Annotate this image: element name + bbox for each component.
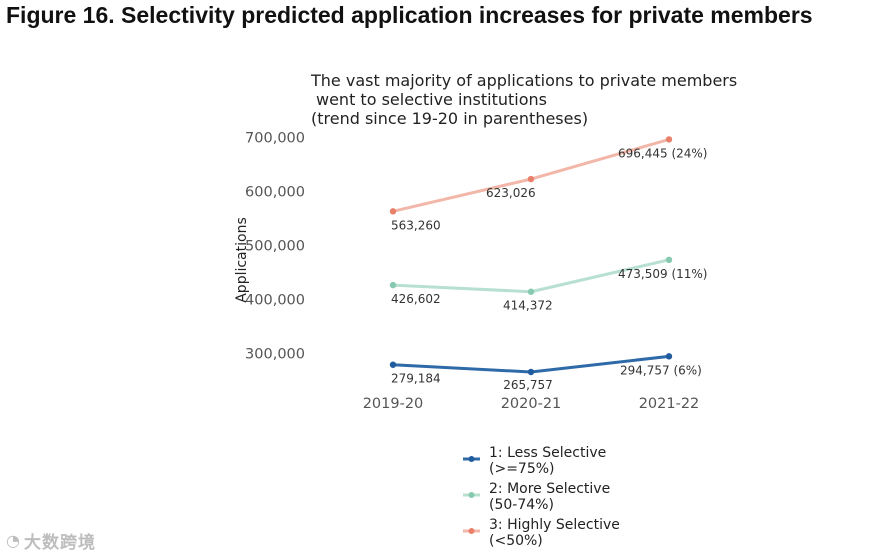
watermark-text: 大数跨境 xyxy=(23,533,96,553)
data-point xyxy=(665,353,673,360)
y-tick-label: 500,000 xyxy=(245,239,305,255)
logo-icon: ◔ xyxy=(6,531,20,550)
data-label: 294,757 (6%) xyxy=(620,363,702,377)
x-axis: 2019-20 2020-21 2021-22 xyxy=(363,396,700,412)
legend-label: (50-74%) xyxy=(489,497,554,513)
data-label: 414,372 xyxy=(503,299,553,313)
y-tick-label: 700,000 xyxy=(245,131,305,147)
data-point xyxy=(665,136,673,143)
legend-label: 3: Highly Selective xyxy=(489,517,620,533)
y-axis-label: Applications xyxy=(234,217,250,303)
legend-swatch-point xyxy=(468,528,475,534)
data-point xyxy=(665,256,673,264)
data-label: 265,757 xyxy=(503,378,553,392)
data-point xyxy=(389,361,397,368)
legend-label: (>=75%) xyxy=(489,461,555,477)
chart-subtitle-line: went to selective institutions xyxy=(316,90,547,109)
chart-legend: 1: Less Selective(>=75%) 2: More Selectiv… xyxy=(463,445,620,549)
y-tick-label: 400,000 xyxy=(245,293,305,309)
x-tick-label: 2021-22 xyxy=(639,396,700,412)
data-point xyxy=(389,281,397,289)
legend-swatch-point xyxy=(468,456,475,462)
x-tick-label: 2019-20 xyxy=(363,396,424,412)
data-label: 623,026 xyxy=(486,186,536,200)
series-lines xyxy=(392,137,670,374)
data-label: 473,509 (11%) xyxy=(618,267,707,281)
data-label: 426,602 xyxy=(391,292,441,306)
data-point xyxy=(527,288,535,295)
data-point xyxy=(527,368,535,376)
y-tick-label: 600,000 xyxy=(245,185,305,201)
legend-label: (<50%) xyxy=(489,533,543,549)
chart-subtitle-line: (trend since 19-20 in parentheses) xyxy=(311,109,588,128)
data-labels: 279,184 265,757 294,757 (6%) 426,602 414,372… xyxy=(391,146,707,392)
data-label: 696,445 (24%) xyxy=(618,146,707,160)
data-point xyxy=(527,175,535,183)
data-point xyxy=(389,208,397,215)
figure-title: Figure 16. Selectivity predicted applica… xyxy=(6,2,813,28)
watermark: ◔ 大数跨境 xyxy=(6,528,96,553)
data-label: 563,260 xyxy=(391,218,441,232)
y-axis: 300,000 400,000 500,000 600,000 700,000 Appli… xyxy=(234,131,305,363)
data-label: 279,184 xyxy=(391,372,441,386)
chart-subtitle-line: The vast majority of applications to pri… xyxy=(310,71,737,90)
legend-label: 2: More Selective xyxy=(489,481,610,497)
chart-subtitle: The vast majority of applications to pri… xyxy=(310,71,737,128)
legend-label: 1: Less Selective xyxy=(489,445,606,461)
x-tick-label: 2020-21 xyxy=(501,396,562,412)
series-points xyxy=(389,136,673,376)
legend-swatch-point xyxy=(468,492,475,498)
y-tick-label: 300,000 xyxy=(245,347,305,363)
